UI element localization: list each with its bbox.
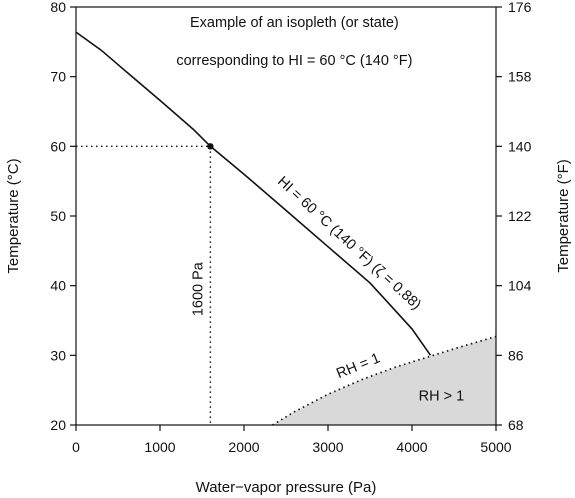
x-tick-label: 4000 bbox=[396, 439, 427, 455]
y-tick-label-left: 50 bbox=[50, 208, 66, 224]
y-tick-label-left: 60 bbox=[50, 138, 66, 154]
region-label: RH > 1 bbox=[419, 389, 465, 405]
x-axis-label: Water−vapor pressure (Pa) bbox=[196, 479, 377, 496]
y-tick-label-left: 20 bbox=[50, 417, 66, 433]
y-tick-label-left: 30 bbox=[50, 347, 66, 363]
title-line-2: corresponding to HI = 60 °C (140 °F) bbox=[176, 53, 412, 69]
x-tick-label: 0 bbox=[72, 439, 80, 455]
isopleth-label: HI = 60 °C (140 °F) (ζ = 0.88) bbox=[274, 174, 424, 314]
y-tick-label-right: 176 bbox=[508, 0, 532, 15]
supersaturated-region bbox=[272, 336, 496, 425]
title-line-1: Example of an isopleth (or state) bbox=[190, 15, 399, 31]
y-axis-label-right: Temperature (°F) bbox=[555, 159, 572, 273]
rh-equals-one-curve bbox=[272, 335, 497, 426]
y-tick-label-left: 70 bbox=[50, 69, 66, 85]
y-tick-label-right: 140 bbox=[508, 138, 532, 154]
x-tick-label: 3000 bbox=[312, 439, 343, 455]
y-tick-label-right: 68 bbox=[508, 417, 524, 433]
x-tick-label: 5000 bbox=[480, 439, 511, 455]
y-tick-label-right: 122 bbox=[508, 208, 532, 224]
x-tick-label: 1000 bbox=[144, 439, 175, 455]
y-tick-label-right: 86 bbox=[508, 347, 524, 363]
state-point bbox=[207, 143, 214, 150]
y-tick-label-right: 158 bbox=[508, 69, 532, 85]
x-tick-label: 2000 bbox=[228, 439, 259, 455]
marker-label: 1600 Pa bbox=[190, 261, 206, 316]
y-tick-label-right: 104 bbox=[508, 278, 532, 294]
isopleth-line bbox=[75, 31, 432, 356]
y-axis-label-left: Temperature (°C) bbox=[5, 158, 22, 273]
y-tick-label-left: 40 bbox=[50, 278, 66, 294]
axis-ticks: 0 1000 2000 3000 4000 5000 20 30 40 50 60 70 80 68 86 1… bbox=[50, 0, 531, 455]
y-tick-label-left: 80 bbox=[50, 0, 66, 15]
